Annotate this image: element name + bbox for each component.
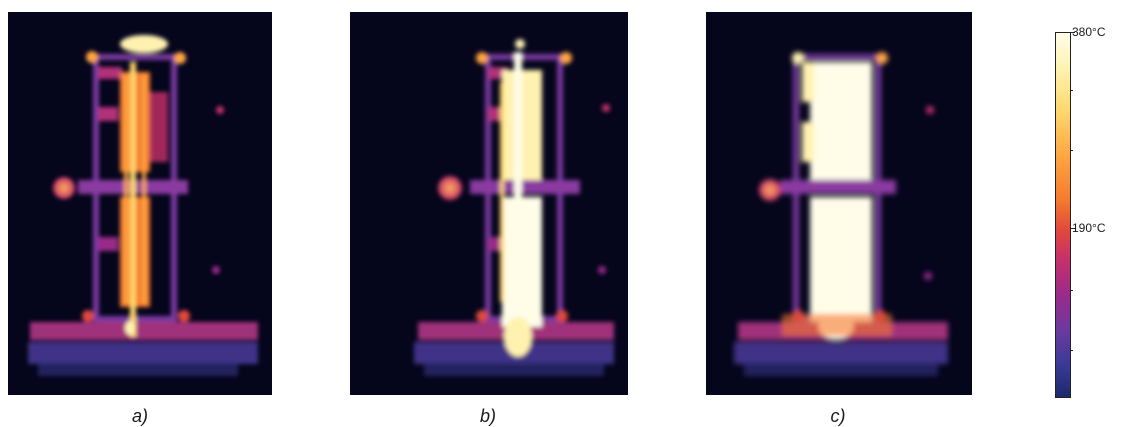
colorbar-mid-label: 190°C: [1072, 221, 1106, 235]
colorbar-tick-minor: [1070, 90, 1073, 91]
colorbar-tick-minor: [1070, 290, 1073, 291]
colorbar-tick-minor: [1070, 350, 1073, 351]
caption-b: b): [479, 406, 496, 426]
colorbar-tick-minor: [1070, 150, 1073, 151]
colorbar-max-label: 380°C: [1072, 25, 1106, 39]
thermal-image-a: [8, 12, 272, 395]
caption-a: a): [131, 406, 148, 426]
temperature-colorbar: [1055, 32, 1071, 398]
caption-c: c): [830, 406, 846, 426]
colorbar-tick-mid: [1070, 228, 1075, 229]
thermal-image-b: [350, 12, 628, 395]
thermal-image-c: [706, 12, 972, 395]
colorbar-tick-max: [1070, 32, 1075, 33]
